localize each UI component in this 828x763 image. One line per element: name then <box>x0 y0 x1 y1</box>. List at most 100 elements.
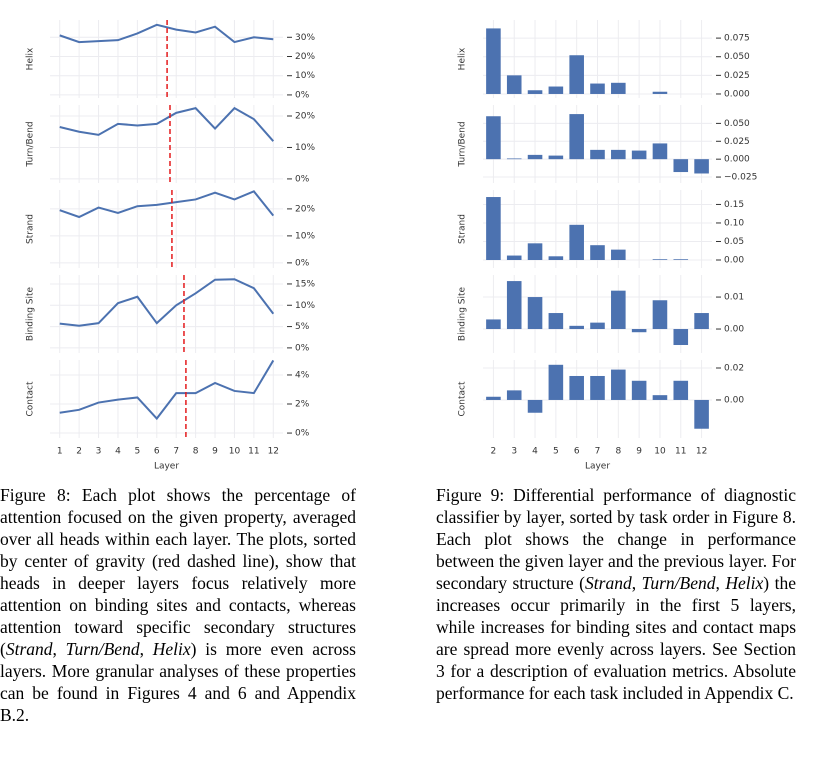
figures: 0%10%20%30%Helix0%10%20%Turn/Bend0%10%20… <box>26 20 757 472</box>
italic-text: Helix <box>725 573 764 593</box>
y-tick-label: 30% <box>295 33 315 43</box>
bar <box>506 390 522 400</box>
bar <box>569 224 584 260</box>
bar <box>486 116 501 160</box>
bar <box>590 149 605 160</box>
bar <box>569 375 584 400</box>
y-tick-label: 4% <box>295 370 310 380</box>
bar <box>652 143 668 160</box>
y-tick-label: 0.00 <box>724 325 744 335</box>
bar <box>506 75 522 94</box>
bar <box>548 313 564 330</box>
line <box>59 278 275 327</box>
y-tick-label: 0.00 <box>724 256 744 266</box>
bar <box>548 256 564 260</box>
italic-text: Strand <box>5 639 53 659</box>
y-tick-label: 0% <box>295 174 310 184</box>
y-tick-label: 0% <box>295 429 310 439</box>
x-tick-label: 2 <box>491 447 497 457</box>
y-tick-label: 0.000 <box>724 89 750 99</box>
y-axis-label: Helix <box>458 47 468 70</box>
y-tick-label: 15% <box>295 279 315 289</box>
bar <box>506 281 522 330</box>
y-tick-label: 0.025 <box>724 71 750 81</box>
caption-text: ) the increases occur primarily in the f… <box>436 573 797 703</box>
y-tick-label: 0% <box>295 343 310 353</box>
x-tick-label: 8 <box>615 447 621 457</box>
bar <box>527 297 543 330</box>
x-axis-label: Layer <box>585 462 610 472</box>
x-tick-label: 9 <box>636 447 642 457</box>
bar <box>652 91 668 94</box>
caption-text: , <box>715 573 726 593</box>
y-axis-label: Turn/Bend <box>26 121 36 167</box>
y-tick-label: 0.10 <box>724 218 744 228</box>
bar <box>652 395 668 400</box>
bar <box>506 255 522 260</box>
x-tick-label: 7 <box>173 447 179 457</box>
italic-text: Strand <box>585 573 632 593</box>
x-tick-label: 5 <box>135 447 141 457</box>
bar <box>569 325 584 330</box>
y-axis-label: Binding Site <box>458 286 468 341</box>
y-axis-label: Contact <box>458 381 468 416</box>
bar <box>590 322 605 330</box>
y-tick-label: 0.050 <box>724 52 750 62</box>
y-tick-label: 20% <box>295 52 315 62</box>
bar <box>652 300 668 330</box>
line <box>59 106 275 142</box>
y-tick-label: 20% <box>295 204 315 214</box>
caption-text: Figure 8: Each plot shows the percentage… <box>0 485 356 659</box>
x-tick-label: 11 <box>248 447 259 457</box>
y-tick-label: 0% <box>295 258 310 268</box>
bar <box>694 313 709 330</box>
bar <box>673 329 689 346</box>
x-tick-label: 7 <box>595 447 601 457</box>
bar <box>548 155 564 160</box>
y-tick-label: 2% <box>295 400 310 410</box>
x-tick-label: 2 <box>76 447 82 457</box>
x-tick-label: 3 <box>96 447 102 457</box>
x-tick-label: 3 <box>511 447 517 457</box>
y-tick-label: 0.01 <box>724 293 744 303</box>
bar <box>611 290 626 330</box>
bar <box>673 159 689 173</box>
caption-text: ) is more even across layers. More granu… <box>0 639 356 725</box>
bar <box>486 319 501 330</box>
y-tick-label: 0.000 <box>724 155 750 165</box>
bar <box>611 82 626 94</box>
y-axis-label: Contact <box>26 381 36 416</box>
x-axis-label: Layer <box>154 462 179 472</box>
bar <box>590 245 605 260</box>
bar <box>673 259 689 260</box>
y-tick-label: 0.050 <box>724 119 750 129</box>
x-tick-label: 5 <box>553 447 559 457</box>
bar <box>569 55 584 94</box>
x-tick-label: 4 <box>115 447 121 457</box>
bar <box>611 249 626 260</box>
bar <box>590 375 605 400</box>
x-tick-label: 4 <box>532 447 538 457</box>
bar <box>631 329 647 333</box>
figure-caption: Figure 8: Each plot shows the percentage… <box>0 484 356 726</box>
y-axis-label: Helix <box>26 47 36 70</box>
figure-caption: Figure 9: Differential performance of di… <box>436 484 796 704</box>
x-tick-label: 12 <box>268 447 279 457</box>
y-tick-label: 5% <box>295 322 310 332</box>
y-tick-label: −0.025 <box>724 173 757 183</box>
x-tick-label: 10 <box>229 447 241 457</box>
y-tick-label: 0.075 <box>724 34 750 44</box>
bar <box>631 150 647 160</box>
y-tick-label: 10% <box>295 71 315 81</box>
y-tick-label: 0% <box>295 90 310 100</box>
x-tick-label: 6 <box>574 447 580 457</box>
y-axis-label: Strand <box>26 214 36 244</box>
bar <box>611 369 626 400</box>
bar <box>527 243 543 260</box>
line <box>59 359 275 421</box>
y-axis-label: Strand <box>458 214 468 244</box>
caption-text: , <box>52 639 66 659</box>
x-tick-label: 12 <box>696 447 707 457</box>
line <box>59 23 274 44</box>
